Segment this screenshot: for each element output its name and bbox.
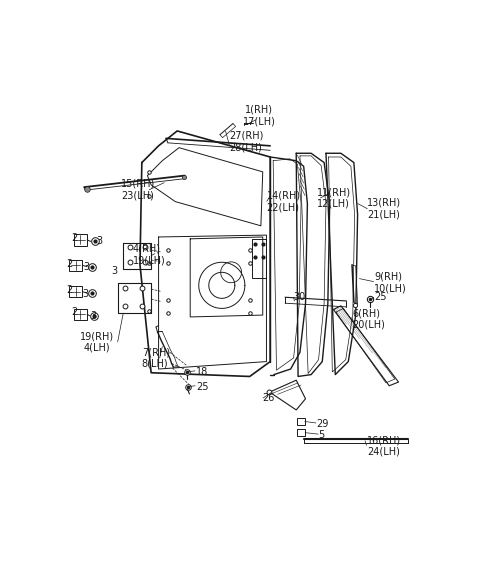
Text: 3: 3: [96, 236, 102, 246]
FancyBboxPatch shape: [74, 234, 87, 246]
Text: 27(RH)
28(LH): 27(RH) 28(LH): [229, 131, 264, 153]
Text: 9(RH)
10(LH): 9(RH) 10(LH): [374, 272, 407, 293]
Text: 16(RH)
24(LH): 16(RH) 24(LH): [367, 435, 401, 457]
Text: 1(RH)
17(LH): 1(RH) 17(LH): [242, 105, 276, 127]
Text: 6(RH)
20(LH): 6(RH) 20(LH): [352, 308, 385, 329]
Text: 18: 18: [196, 367, 208, 377]
Text: 5: 5: [319, 430, 325, 440]
Text: 4(RH)
19(LH): 4(RH) 19(LH): [132, 244, 165, 265]
Text: 25: 25: [196, 381, 208, 392]
FancyBboxPatch shape: [69, 260, 83, 271]
Text: 3: 3: [90, 311, 96, 321]
FancyBboxPatch shape: [297, 418, 305, 425]
Text: 3: 3: [83, 263, 89, 272]
Text: 19(RH)
4(LH): 19(RH) 4(LH): [80, 331, 114, 353]
Text: 2: 2: [66, 285, 72, 295]
Text: 2: 2: [71, 307, 77, 317]
Text: 7(RH)
8(LH): 7(RH) 8(LH): [142, 347, 170, 369]
Text: 2: 2: [71, 233, 77, 243]
Text: 3: 3: [111, 266, 117, 276]
Text: 2: 2: [66, 259, 72, 269]
Text: 14(RH)
22(LH): 14(RH) 22(LH): [266, 190, 300, 212]
FancyBboxPatch shape: [69, 286, 83, 297]
Text: 29: 29: [317, 419, 329, 429]
Text: 11(RH)
12(LH): 11(RH) 12(LH): [317, 187, 351, 208]
Text: 13(RH)
21(LH): 13(RH) 21(LH): [367, 198, 401, 219]
Text: 30: 30: [294, 292, 306, 302]
Text: 3: 3: [82, 289, 88, 298]
Text: 26: 26: [263, 393, 275, 403]
FancyBboxPatch shape: [297, 429, 305, 436]
Text: 25: 25: [374, 292, 387, 302]
FancyBboxPatch shape: [74, 308, 87, 320]
Text: 15(RH)
23(LH): 15(RH) 23(LH): [121, 179, 155, 200]
